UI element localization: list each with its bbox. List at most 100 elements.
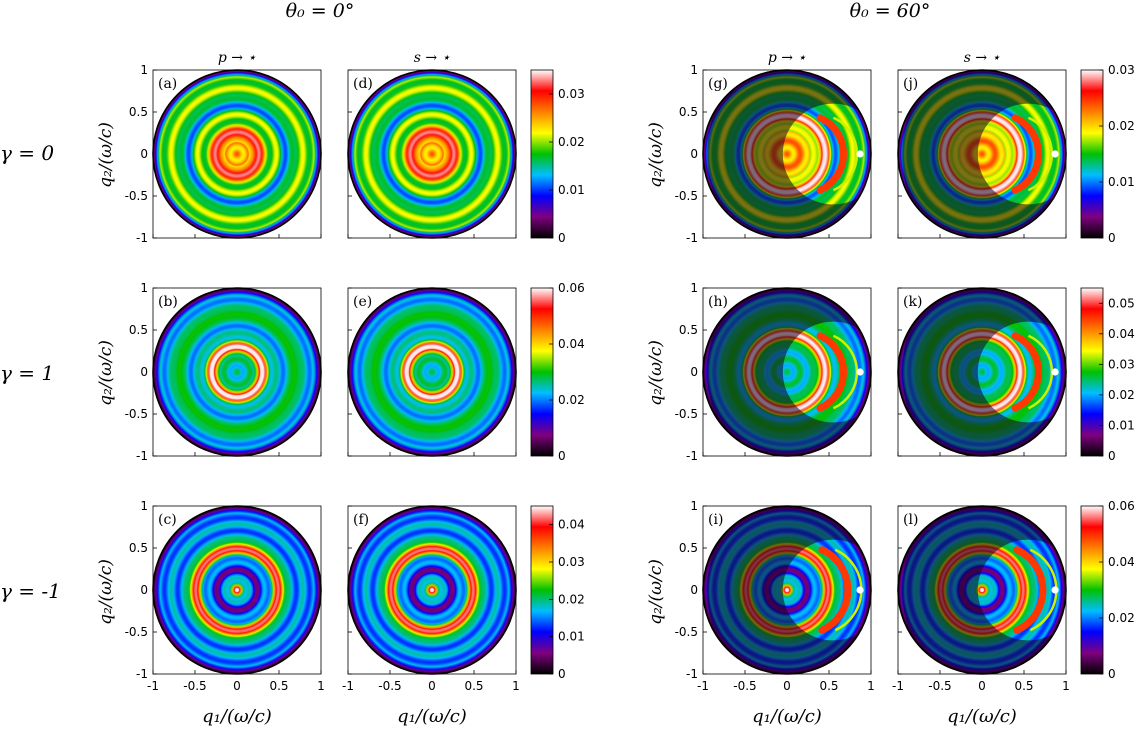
column-title-a: p → ⋆ [218, 50, 257, 66]
disk-rim [702, 287, 872, 457]
y-tick-label: 0.5 [129, 541, 148, 555]
y-tick-label: -1 [136, 231, 148, 245]
crescent-peak [818, 546, 852, 634]
y-tick-label: 1 [690, 63, 698, 77]
y-tick-label: 0.5 [679, 323, 698, 337]
colorbar-tick-label: 0.04 [558, 337, 585, 351]
x-tick-label: 0 [978, 679, 986, 693]
disk-rim [702, 505, 872, 675]
x-tick-label: 0.5 [819, 679, 838, 693]
dark-edge-shade [902, 70, 1066, 238]
intensity-disk [348, 70, 516, 238]
intensity-disk [153, 506, 321, 674]
colorbar-tick-label: 0.03 [558, 555, 585, 569]
heatmap-panel-c: -1-1 -0.5 -0.5 0 0 0.5 0.5 1 1 (c) [125, 499, 325, 693]
disk-rim [347, 69, 517, 239]
y-tick-label: -0.5 [125, 625, 148, 639]
dark-edge-shade [707, 506, 871, 674]
crescent-peak [1013, 546, 1047, 634]
column-title-d: s → ⋆ [414, 50, 451, 66]
colorbar-tick-label: 0.02 [558, 592, 585, 606]
y-tick-label: -0.5 [675, 189, 698, 203]
x-tick-label: -1 [342, 679, 354, 693]
colorbar-tick-label: 0.02 [1108, 611, 1135, 625]
heatmap-panel-k: (k) [897, 287, 1067, 457]
specular-dot [856, 586, 864, 594]
colorbar-gradient [1080, 505, 1104, 675]
y-tick-label: -0.5 [125, 189, 148, 203]
y-tick-label: -0.5 [675, 407, 698, 421]
y-tick-label: 0.5 [129, 105, 148, 119]
x-tick-label: 1 [1062, 679, 1070, 693]
colorbar-tick-label: 0.04 [558, 518, 585, 532]
x-tick-label: 1 [512, 679, 520, 693]
y-tick-label: -0.5 [125, 407, 148, 421]
x-tick-label: 1 [317, 679, 325, 693]
colorbar-cb-0-60: 0 0.01 0.02 0.03 [1080, 63, 1135, 245]
colorbar-tick-label: 0 [1108, 231, 1116, 245]
panel-label: (e) [353, 294, 372, 310]
header-theta0-0: θ₀ = 0° [286, 0, 355, 22]
dark-edge-shade [902, 506, 1066, 674]
x-tick-label: 1 [867, 679, 875, 693]
y-tick-label: 1 [140, 499, 148, 513]
heatmap-panel-j: (j) [897, 69, 1067, 239]
colorbar-tick-label: 0.02 [1108, 119, 1135, 133]
intensity-disk [348, 288, 516, 456]
colorbar-cb-2-0: 0 0.01 0.02 0.03 0.04 [530, 505, 585, 681]
heatmap-panel-d: (d) [347, 69, 517, 239]
colorbar-gradient [530, 69, 554, 239]
colorbar-tick-label: 0 [1108, 449, 1116, 463]
panel-label: (k) [903, 294, 922, 310]
heatmap-panel-h: -1 -0.5 0 0.5 1 (h) [675, 281, 872, 463]
x-tick-label: -0.5 [928, 679, 951, 693]
colorbar-group: 00.010.020.0300.010.020.0300.020.040.060… [530, 63, 1135, 681]
crescent-peak [816, 114, 847, 194]
heatmap-panel-e: (e) [347, 287, 517, 457]
panel-label: (g) [708, 76, 728, 92]
disk-rim [347, 505, 517, 675]
colorbar-gradient [530, 287, 554, 457]
panel-label: (j) [903, 76, 918, 92]
specular-dot [856, 368, 864, 376]
x-tick-label: -1 [147, 679, 159, 693]
ylabel-row0-left: q₂/(ω/c) [96, 122, 116, 188]
colorbar-tick-label: 0.01 [558, 630, 585, 644]
specular-dot [856, 150, 864, 158]
x-tick-label: -0.5 [733, 679, 756, 693]
y-tick-label: 0 [690, 583, 698, 597]
y-tick-label: 0 [140, 365, 148, 379]
y-tick-label: 0.5 [129, 323, 148, 337]
disk-rim [897, 69, 1067, 239]
y-tick-label: 0.5 [679, 541, 698, 555]
ylabel-row2-left: q₂/(ω/c) [96, 559, 116, 625]
panel-grid: -1 -0.5 0 0.5 1 (a) (d) -1 -0.5 0 0.5 1 (g) (j) -1 -0.5… [125, 63, 1070, 693]
specular-dot [1051, 586, 1059, 594]
colorbar-tick-label: 0 [1108, 667, 1116, 681]
heatmap-panel-a: -1 -0.5 0 0.5 1 (a) [125, 63, 322, 245]
colorbar-tick-label: 0.02 [558, 135, 585, 149]
x-tick-label: 0.5 [269, 679, 288, 693]
panel-label: (h) [708, 294, 728, 310]
xlabel-2: q₁/(ω/c) [752, 706, 822, 727]
x-tick-label: -1 [697, 679, 709, 693]
ylabel-row0-right: q₂/(ω/c) [646, 122, 666, 188]
colorbar-gradient [530, 505, 554, 675]
disk-rim [897, 505, 1067, 675]
colorbar-tick-label: 0 [558, 449, 566, 463]
y-tick-label: 1 [690, 281, 698, 295]
disk-rim [347, 287, 517, 457]
colorbar-tick-label: 0.04 [1108, 327, 1135, 341]
x-tick-label: 0.5 [464, 679, 483, 693]
colorbar-gradient [1080, 69, 1104, 239]
colorbar-cb-2-60: 0 0.02 0.04 0.06 [1080, 499, 1135, 681]
column-title-j: s → ⋆ [964, 50, 1001, 66]
colorbar-tick-label: 0.04 [1108, 555, 1135, 569]
heatmap-panel-b: -1 -0.5 0 0.5 1 (b) [125, 281, 322, 463]
ylabel-row1-right: q₂/(ω/c) [646, 340, 666, 406]
y-tick-label: 0 [690, 365, 698, 379]
colorbar-tick-label: 0.05 [1108, 296, 1135, 310]
colorbar-tick-label: 0 [558, 667, 566, 681]
x-tick-label: 0 [428, 679, 436, 693]
